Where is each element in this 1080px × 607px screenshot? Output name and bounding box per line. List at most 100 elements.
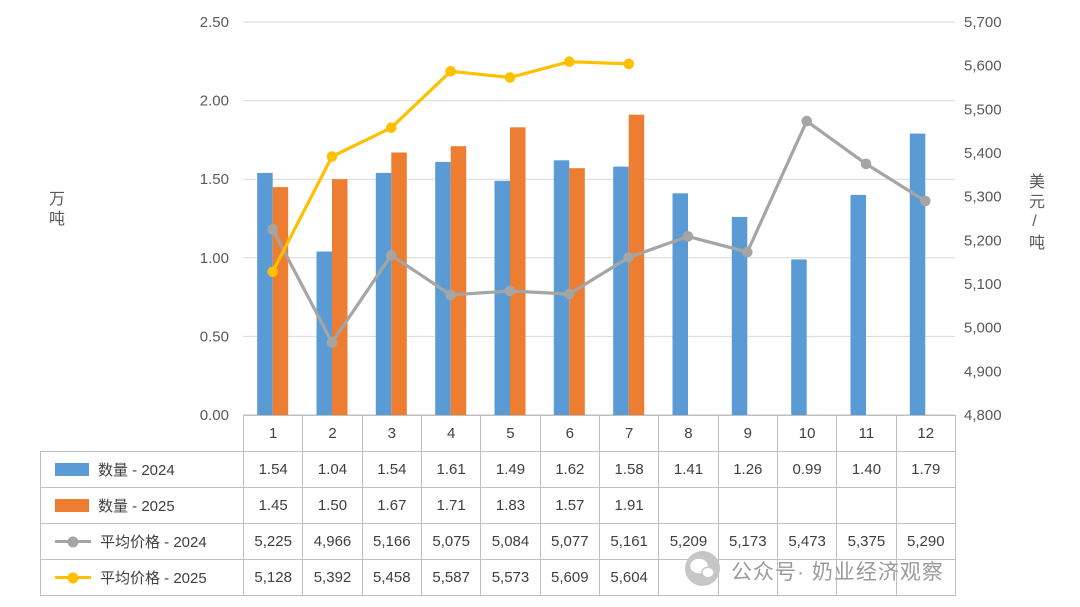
table-cell: 1.83 — [480, 487, 541, 524]
watermark-text: 公众号· 奶业经济观察 — [731, 561, 944, 584]
table-cell: 5,075 — [420, 523, 482, 560]
table-row-数量 - 2025: 数量 - 2025 1.45 1.50 1.67 1.71 1.83 1.57 1.91 — [40, 487, 956, 524]
table-cell: 5,084 — [480, 523, 541, 560]
price-point-2024 — [682, 231, 694, 242]
price-point-2025 — [504, 72, 516, 83]
watermark: 公众号· 奶业经济观察 — [684, 551, 944, 591]
category-label: 10 — [776, 415, 838, 452]
legend-marker-dot — [67, 536, 79, 547]
legend-cell: 数量 - 2025 — [40, 487, 244, 524]
right-axis-tick-label: 5,200 — [964, 232, 1002, 249]
table-cell: 5,573 — [480, 559, 541, 596]
price-line-2024 — [271, 119, 927, 345]
quantity-bar-2024 — [731, 216, 748, 415]
table-cell: 5,290 — [895, 523, 956, 560]
table-corner-blank — [41, 416, 244, 452]
table-cell: 1.54 — [361, 451, 422, 488]
table-cell: 5,392 — [302, 559, 363, 596]
left-axis-tick-label: 1.50 — [200, 171, 229, 188]
table-cell: 1.61 — [420, 451, 482, 488]
category-row: 1 2 3 4 5 6 7 8 9 10 11 12 — [41, 415, 956, 452]
category-label: 9 — [717, 415, 778, 452]
table-cell: 1.67 — [361, 487, 422, 524]
table-cell — [895, 487, 956, 524]
right-axis-tick-label: 4,800 — [964, 407, 1002, 424]
quantity-bar-2024 — [375, 172, 392, 415]
price-point-2024 — [801, 115, 812, 127]
table-cell: 0.99 — [776, 451, 838, 488]
table-cell: 1.40 — [836, 451, 897, 488]
table-cell: 1.41 — [658, 451, 719, 488]
legend-marker-dot — [67, 572, 79, 583]
price-point-2025 — [326, 151, 338, 162]
table-cell: 1.91 — [598, 487, 660, 524]
price-point-2024 — [267, 224, 279, 235]
wechat-icon — [684, 550, 721, 592]
quantity-bar-2024 — [613, 166, 629, 415]
price-point-2025 — [386, 122, 397, 133]
category-label: 6 — [539, 415, 600, 452]
quantity-bar-2024 — [316, 251, 332, 415]
legend-cell: 平均价格 - 2025 — [40, 559, 244, 596]
right-axis-tick-label: 4,900 — [964, 363, 1002, 380]
category-label: 4 — [420, 415, 482, 452]
table-row-平均价格 - 2024: 平均价格 - 2024 5,225 4,966 5,166 5,075 5,084 5,07… — [40, 523, 956, 560]
category-label: 3 — [361, 415, 422, 452]
left-axis-tick-label: 0.50 — [200, 328, 229, 345]
quantity-bar-2025 — [628, 114, 645, 415]
table-cell: 1.49 — [480, 451, 541, 488]
table-cell: 5,128 — [242, 559, 304, 596]
table-cell: 5,604 — [598, 559, 660, 596]
quantity-bar-2024 — [850, 194, 866, 415]
price-point-2025 — [623, 58, 634, 70]
price-point-2024 — [445, 289, 457, 301]
category-label: 5 — [480, 415, 541, 452]
table-cell: 5,609 — [539, 559, 600, 596]
table-cell: 4,966 — [302, 523, 363, 560]
table-cell — [836, 559, 897, 596]
legend-label: 平均价格 - 2025 — [100, 570, 207, 587]
chart-data-table: 1 2 3 4 5 6 7 8 9 10 11 12 数量 - 2024 1.54 1.04 1.54 1.61… — [40, 415, 956, 596]
quantity-bar-2024 — [672, 193, 688, 415]
quantity-bar-2024 — [553, 160, 570, 415]
table-cell — [895, 559, 956, 596]
table-cell — [776, 559, 838, 596]
left-axis-tick-label: 0.00 — [200, 407, 229, 424]
right-axis-tick-label: 5,600 — [964, 58, 1002, 75]
table-cell — [836, 487, 897, 524]
legend-cell: 数量 - 2024 — [40, 451, 244, 488]
quantity-bar-2025 — [332, 179, 348, 415]
legend-line-swatch — [55, 536, 91, 547]
right-axis-tick-label: 5,700 — [964, 14, 1002, 31]
table-cell: 5,473 — [776, 523, 838, 560]
table-cell: 1.79 — [895, 451, 956, 488]
table-cell: 5,225 — [242, 523, 304, 560]
table-cell: 1.50 — [302, 487, 363, 524]
table-cell: 5,161 — [598, 523, 660, 560]
left-axis-tick-label: 1.00 — [200, 250, 229, 267]
legend-bar-swatch — [55, 499, 89, 512]
table-cell: 1.58 — [598, 451, 660, 488]
quantity-bar-2024 — [494, 180, 510, 415]
legend-label: 平均价格 - 2024 — [100, 534, 207, 551]
legend-cell: 平均价格 - 2024 — [40, 523, 244, 560]
right-axis-tick-label: 5,000 — [964, 320, 1002, 337]
category-label: 7 — [598, 415, 660, 452]
quantity-bar-2025 — [272, 187, 289, 415]
quantity-bar-2024 — [257, 172, 273, 415]
quantity-bar-2025 — [450, 146, 467, 415]
right-axis-title: 美元/吨 — [1026, 173, 1043, 254]
category-label: 1 — [242, 415, 304, 452]
category-label: 2 — [302, 415, 363, 452]
quantity-bar-2025 — [569, 168, 585, 415]
table-cell: 1.62 — [539, 451, 600, 488]
price-point-2025 — [445, 66, 457, 77]
price-point-2025 — [564, 56, 575, 67]
table-cell: 1.04 — [302, 451, 363, 488]
price-point-2024 — [386, 249, 397, 261]
quantity-bar-2024 — [791, 259, 807, 415]
quantity-bar-2025 — [510, 127, 526, 416]
legend-line-swatch — [55, 572, 91, 583]
